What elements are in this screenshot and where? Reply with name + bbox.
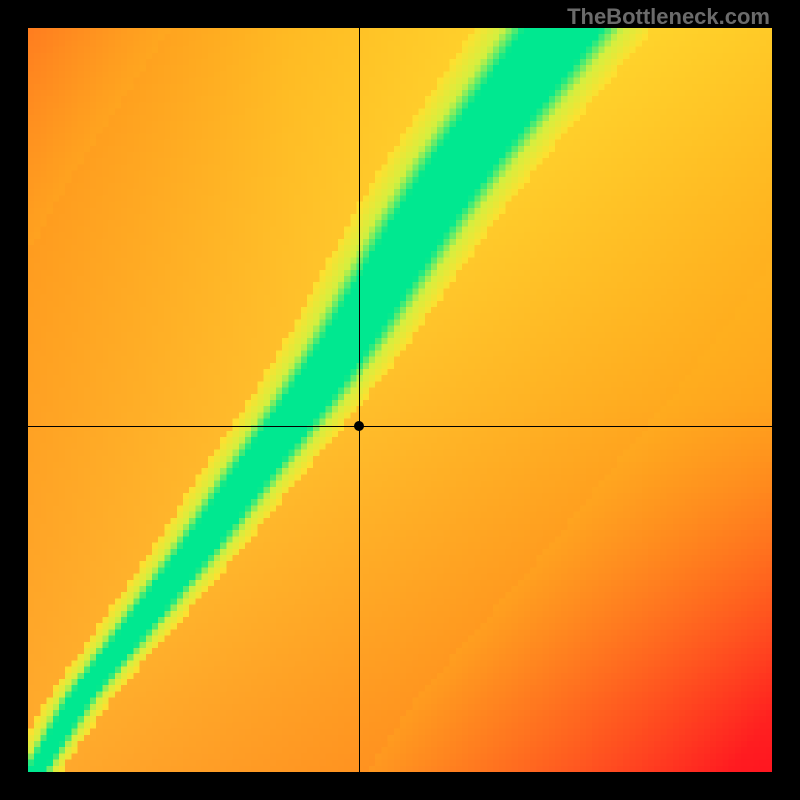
heatmap-canvas [28,28,772,772]
chart-container: TheBottleneck.com [0,0,800,800]
marker-point [354,421,364,431]
watermark-text: TheBottleneck.com [567,4,770,30]
crosshair-vertical [359,28,360,772]
plot-area [28,28,772,772]
crosshair-horizontal [28,426,772,427]
